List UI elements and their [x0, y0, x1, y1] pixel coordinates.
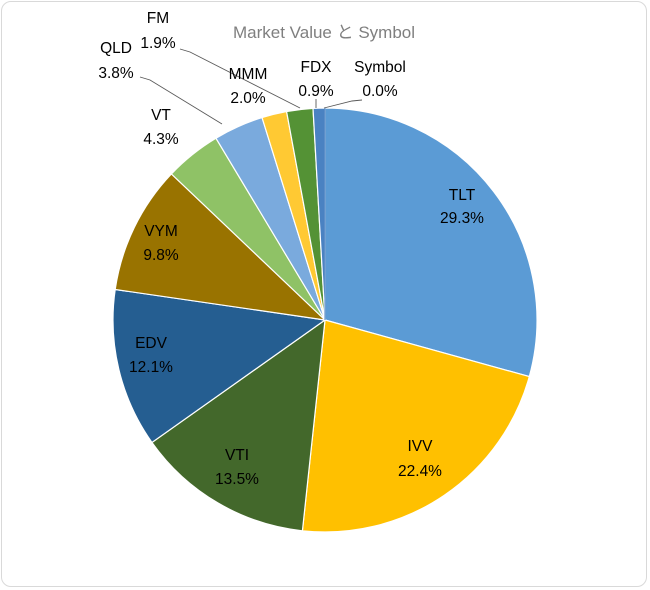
label-value-fdx: 0.9%	[298, 83, 334, 100]
label-value-symbol: 0.0%	[362, 83, 398, 100]
label-category-tlt: TLT	[449, 187, 476, 204]
pie-slices	[112, 107, 538, 533]
label-value-ivv: 22.4%	[398, 463, 442, 480]
chart-title: Market Value と Symbol	[233, 23, 415, 42]
label-value-vti: 13.5%	[215, 471, 259, 488]
label-category-mmm: MMM	[229, 66, 268, 83]
leader-line-fm	[179, 48, 301, 109]
leader-line-qld	[139, 76, 223, 125]
slice-tlt	[324, 107, 538, 378]
label-category-vt: VT	[151, 107, 171, 124]
label-value-tlt: 29.3%	[440, 210, 484, 227]
label-category-edv: EDV	[135, 335, 168, 352]
label-value-mmm: 2.0%	[230, 90, 266, 107]
label-category-vti: VTI	[225, 447, 249, 464]
label-value-vym: 9.8%	[143, 247, 179, 264]
label-value-qld: 3.8%	[98, 65, 134, 82]
label-value-fm: 1.9%	[140, 35, 176, 52]
label-category-vym: VYM	[144, 223, 178, 240]
label-category-fdx: FDX	[301, 59, 333, 76]
label-value-vt: 4.3%	[143, 131, 179, 148]
label-category-ivv: IVV	[408, 438, 434, 455]
slice-edv	[112, 288, 327, 444]
slice-vym	[114, 173, 327, 321]
slice-vti	[151, 318, 326, 532]
label-value-edv: 12.1%	[129, 359, 173, 376]
leader-line-symbol	[323, 99, 363, 109]
leader-lines	[139, 48, 363, 125]
slice-ivv	[301, 319, 531, 533]
label-category-qld: QLD	[100, 40, 132, 57]
slice-labels: TLT 29.3% IVV 22.4% VTI 13.5% EDV 12.1% VYM 9.8% V…	[98, 10, 484, 488]
label-category-fm: FM	[147, 10, 169, 27]
label-category-symbol: Symbol	[354, 59, 406, 76]
